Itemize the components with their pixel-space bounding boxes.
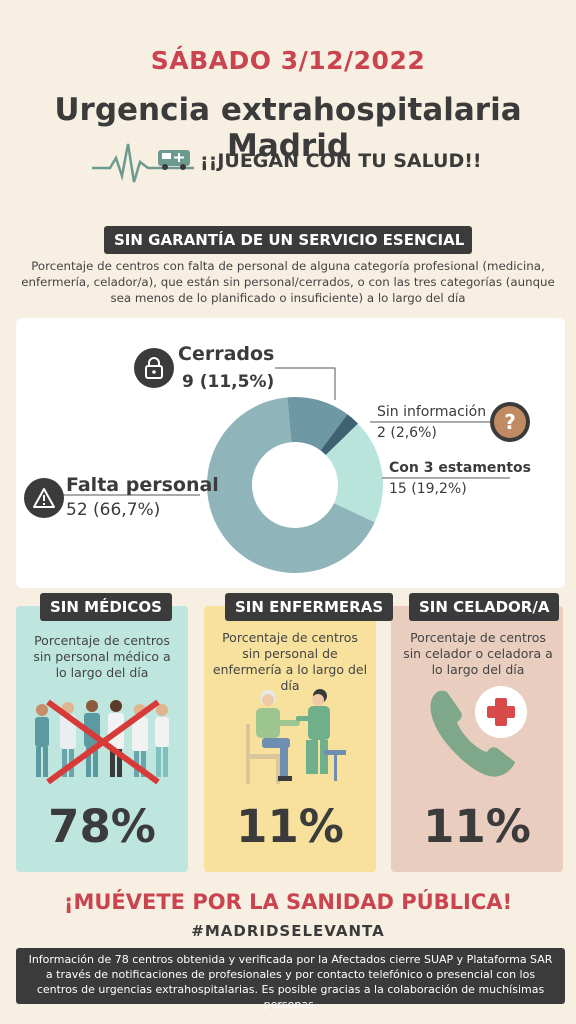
label-falta-personal: Falta personal (66, 474, 219, 496)
donut-hole (252, 442, 338, 528)
phone-cross-icon (430, 686, 527, 777)
call-to-action: ¡MUÉVETE POR LA SANIDAD PÚBLICA! (63, 890, 513, 914)
value-sin-informacion: 2 (2,6%) (377, 425, 437, 441)
warning-icon (24, 478, 64, 518)
medical-staff-illustration (35, 699, 169, 785)
page-title: Urgencia extrahospitalaria Madrid (54, 92, 522, 164)
slice-con-3-estamentos (295, 423, 383, 523)
value-con-3-estamentos: 15 (19,2%) (389, 481, 467, 497)
panel-title-sin-celador: SIN CELADOR/A (409, 593, 560, 621)
label-cerrados: Cerrados (178, 343, 275, 365)
panel-sin-enfermeras (204, 606, 376, 872)
panel-text-sin-enfermeras: Porcentaje de centros sin personal de en… (212, 630, 368, 693)
label-con-3-estamentos: Con 3 estamentos (389, 460, 532, 476)
label-sin-informacion: Sin información (377, 404, 487, 420)
heartbeat-ambulance-icon (92, 143, 194, 183)
section-intro: Porcentaje de centros con falta de perso… (21, 259, 555, 305)
leader-lines (62, 367, 510, 496)
panel-title-sin-medicos: SIN MÉDICOS (40, 593, 172, 621)
value-falta-personal: 52 (66,7%) (66, 500, 161, 520)
donut-chart (207, 397, 383, 573)
panel-text-sin-celador: Porcentaje de centros sin celador o cela… (403, 630, 553, 677)
panel-title-sin-enfermeras: SIN ENFERMERAS (225, 593, 394, 621)
hashtag: #MADRIDSELEVANTA (191, 922, 385, 940)
section-banner: SIN GARANTÍA DE UN SERVICIO ESENCIAL (104, 226, 472, 254)
nurse-patient-illustration (246, 689, 346, 784)
value-cerrados: 9 (11,5%) (182, 372, 275, 392)
panel-sin-celador (391, 606, 563, 872)
footer-note: Información de 78 centros obtenida y ver… (16, 948, 565, 1011)
date-heading: SÁBADO 3/12/2022 (150, 46, 426, 75)
question-icon-circle: ? (490, 402, 530, 442)
question-icon: ? (494, 406, 526, 438)
lock-icon (134, 348, 174, 388)
percent-sin-enfermeras: 11% (236, 800, 344, 853)
panel-text-sin-medicos: Porcentaje de centros sin personal médic… (33, 633, 171, 680)
percent-sin-medicos: 78% (48, 800, 156, 853)
percent-sin-celador: 11% (423, 800, 531, 853)
slogan: ¡¡JUEGAN CON TU SALUD!! (200, 150, 482, 172)
